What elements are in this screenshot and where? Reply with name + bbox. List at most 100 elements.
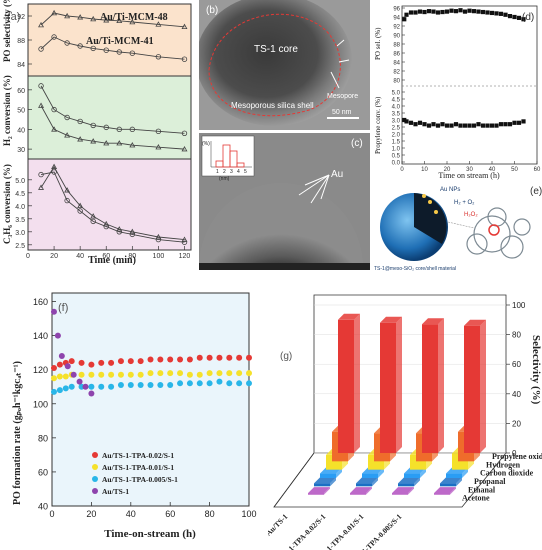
x-tick-label: 30 (466, 167, 473, 173)
data-point (88, 371, 95, 378)
y-tick-label: 86 (393, 52, 400, 58)
data-point (177, 356, 184, 363)
y-tick-label: 2.5 (392, 126, 401, 132)
panel-a-ylabel-top: PO selectivity (%) (2, 0, 12, 62)
bar-side (324, 487, 330, 495)
data-point (90, 45, 96, 52)
y-tick-label: 3.0 (15, 230, 25, 237)
bar-top (398, 477, 420, 484)
po-sel-point (521, 17, 526, 22)
bar-side (396, 316, 402, 453)
au-arrow (298, 174, 330, 196)
data-point (38, 46, 44, 52)
y-tick-label: 4.0 (15, 204, 25, 211)
data-point (157, 356, 164, 363)
bar-side (330, 477, 336, 487)
bar (404, 473, 420, 478)
data-point (137, 358, 144, 365)
product-label: Hydrogen (486, 460, 521, 469)
panel-g-label: (g) (280, 351, 292, 362)
y-tick-label: 2.5 (15, 243, 25, 250)
conv-point (426, 123, 432, 128)
conv-point (458, 123, 463, 128)
data-point (129, 142, 136, 148)
data-point (50, 308, 57, 315)
data-point (116, 126, 122, 133)
data-point (98, 383, 105, 390)
data-point (90, 15, 97, 22)
data-point (108, 359, 115, 366)
conv-point (467, 123, 472, 128)
po-sel-point (480, 9, 486, 15)
data-point (117, 358, 124, 365)
hist-bar (236, 162, 245, 168)
bar (338, 319, 354, 453)
data-point (51, 34, 57, 40)
data-point (116, 140, 123, 146)
data-point (103, 220, 110, 227)
conv-point (476, 122, 481, 127)
bar-top (380, 316, 402, 323)
x-tick-label: 20 (86, 509, 96, 519)
tem-image-b: (b) TS-1 core Mesoporous silica shell Me… (199, 0, 370, 130)
data-point (177, 380, 184, 387)
data-point (167, 356, 174, 363)
bar (464, 325, 480, 453)
y-tick-label: 30 (17, 147, 25, 154)
data-point (181, 239, 188, 245)
data-point (51, 9, 58, 16)
y-tick-label: 3.5 (15, 217, 25, 224)
tem-footer (199, 263, 370, 270)
bar (356, 483, 372, 487)
y-tick-label: 0.5 (392, 154, 401, 160)
data-point (51, 126, 58, 132)
data-point (68, 358, 75, 365)
po-sel-point (440, 9, 445, 15)
series-line (40, 85, 185, 134)
bar (362, 473, 378, 478)
data-point (157, 370, 164, 377)
data-point (186, 380, 193, 387)
data-point (186, 371, 193, 378)
core-boundary (208, 13, 341, 117)
zeolite-framework (466, 207, 531, 259)
data-point (103, 47, 109, 53)
data-point (58, 353, 65, 360)
y-tick-label: 80 (38, 433, 48, 443)
y-tick-label: 92 (393, 25, 400, 31)
data-point (127, 382, 134, 389)
shell-label: Mesoporous silica shell (231, 101, 314, 110)
conv-point (435, 123, 441, 128)
data-point (78, 371, 85, 378)
data-point (50, 388, 57, 395)
bar (350, 493, 366, 495)
bar-side (420, 467, 426, 478)
data-point (64, 363, 71, 370)
panel-a-chart: 84 88 92 30 40 50 60 2.5 3.0 3.5 4.0 4.5 5.0 0 20 40 60 8… (2, 0, 192, 265)
panel-e-label: (e) (530, 186, 542, 197)
x-tick-label: 60 (534, 167, 541, 173)
po-sel-point (476, 9, 481, 14)
data-point (117, 382, 124, 389)
bar (392, 493, 408, 495)
data-point (90, 122, 96, 129)
data-point (108, 371, 115, 378)
y-tick-label: 100 (33, 399, 48, 409)
y-tick-label: 60 (38, 467, 48, 477)
y-tick-label: 82 (393, 70, 400, 76)
data-point (147, 382, 154, 389)
size-histogram (201, 135, 255, 177)
data-point (103, 223, 109, 230)
z-tick-label: 80 (512, 331, 521, 340)
product-label: Acetone (462, 494, 490, 503)
mesopore-arrow (330, 71, 340, 89)
po-sel-point (471, 9, 477, 14)
bar-top (314, 477, 336, 484)
data-point (70, 371, 77, 378)
legend-marker (92, 452, 98, 458)
po-sel-point (516, 15, 522, 20)
data-point (181, 56, 188, 62)
hist-tick: 4 (237, 169, 240, 175)
category-label: Au/TS-1 (268, 512, 290, 538)
data-point (78, 359, 85, 366)
